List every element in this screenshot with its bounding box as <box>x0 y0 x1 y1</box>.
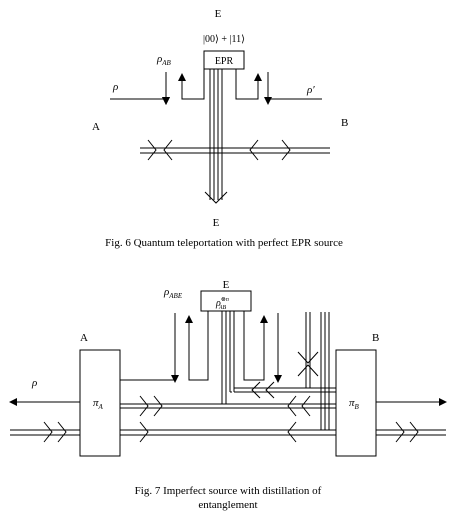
fig7-chevron-up-right-2 <box>265 381 275 399</box>
fig7-pi-b-sub: B <box>355 403 360 411</box>
fig7-pi-a: πA <box>93 397 104 411</box>
fig6-label-a: A <box>92 121 100 133</box>
fig6-diagram <box>110 50 330 204</box>
fig7-chevron-mid-left-1 <box>139 395 149 417</box>
fig7-chevron-low-mid-2 <box>287 421 297 443</box>
fig6-right-chevron-b <box>281 139 291 161</box>
fig7-chevron-mid-left-2 <box>153 395 163 417</box>
fig6-rho-ab: ρAB <box>156 53 172 67</box>
pi-a-box <box>79 349 121 457</box>
fig7-pi-a-sub: A <box>98 403 104 411</box>
fig6-rho-right: ρ′ <box>306 84 315 96</box>
fig7-chevron-bottom-right-1 <box>395 421 405 443</box>
fig7-label-e: E <box>223 279 230 291</box>
fig7-label-b: B <box>372 332 379 344</box>
fig6-left-chevron-b <box>163 139 173 161</box>
fig6-rho-left: ρ <box>112 81 118 93</box>
fig6-bottom-e: E <box>213 217 220 229</box>
fig6-label-b: B <box>341 117 348 129</box>
fig7-chevron-low-mid-1 <box>139 421 149 443</box>
fig7-chevron-mid-right-1 <box>287 395 297 417</box>
fig7-caption-line2: entanglement <box>198 499 257 511</box>
fig7-source-box-sup: ⊗n <box>221 297 229 303</box>
fig6-top-e: E <box>215 8 222 20</box>
pi-b-box <box>335 349 377 457</box>
fig7-chevron-bottom-left-2 <box>57 421 67 443</box>
rho-left-line <box>110 97 170 105</box>
epr-box <box>203 50 245 70</box>
fig7-chevron-bottom-left-1 <box>43 421 53 443</box>
fig7-source-box-label: ρ⊗n AB <box>215 297 229 311</box>
fig6-right-chevron-a <box>249 139 259 161</box>
box-left-leg <box>178 69 205 100</box>
fig7-pi-b: πB <box>349 397 360 411</box>
fig7-chevron-up-right-1 <box>251 381 261 399</box>
fig6-bottom-chevron <box>204 191 228 204</box>
fig6-caption: Fig. 6 Quantum teleportation with perfec… <box>105 237 343 249</box>
source-right-leg <box>243 311 268 381</box>
fig7-caption-line1: Fig. 7 Imperfect source with distillatio… <box>135 485 322 497</box>
fig6-state: |00⟩ + |11⟩ <box>203 34 245 45</box>
fig7-rho-abe-sub: ABE <box>168 292 183 300</box>
fig7-source-box-sub: AB <box>218 305 227 311</box>
fig6-rho-ab-sub: AB <box>161 59 171 67</box>
fig7-rho-abe: ρABE <box>163 286 183 300</box>
fig7-label-a: A <box>80 332 88 344</box>
fig7-chevron-bottom-right-2 <box>409 421 419 443</box>
box-right-leg <box>235 69 262 100</box>
epr-box-label: EPR <box>215 56 234 67</box>
source-left-leg <box>185 311 209 381</box>
classical-chevron-2 <box>297 364 319 377</box>
fig7-diagram <box>9 290 447 457</box>
fig7-chevron-mid-right-2 <box>301 395 311 417</box>
fig6-left-chevron-a <box>147 139 157 161</box>
classical-chevron-1 <box>297 351 319 364</box>
fig7-rho-left: ρ <box>31 377 37 389</box>
